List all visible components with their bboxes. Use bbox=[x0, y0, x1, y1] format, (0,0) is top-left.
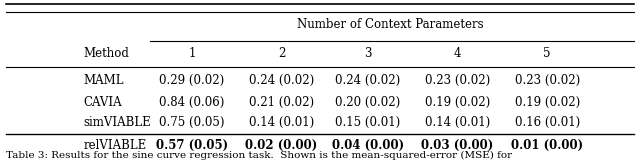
Text: 0.03 (0.00): 0.03 (0.00) bbox=[422, 139, 493, 152]
Text: 4: 4 bbox=[454, 47, 461, 60]
Text: 1: 1 bbox=[188, 47, 196, 60]
Text: CAVIA: CAVIA bbox=[83, 96, 122, 109]
Text: simVIABLE: simVIABLE bbox=[83, 116, 151, 129]
Text: 0.19 (0.02): 0.19 (0.02) bbox=[425, 96, 490, 109]
Text: 0.23 (0.02): 0.23 (0.02) bbox=[515, 74, 580, 87]
Text: 0.16 (0.01): 0.16 (0.01) bbox=[515, 116, 580, 129]
Text: 0.24 (0.02): 0.24 (0.02) bbox=[249, 74, 314, 87]
Text: 0.23 (0.02): 0.23 (0.02) bbox=[425, 74, 490, 87]
Text: 0.29 (0.02): 0.29 (0.02) bbox=[159, 74, 225, 87]
Text: 2: 2 bbox=[278, 47, 285, 60]
Text: 0.57 (0.05): 0.57 (0.05) bbox=[156, 139, 228, 152]
Text: 0.01 (0.00): 0.01 (0.00) bbox=[511, 139, 583, 152]
Text: Number of Context Parameters: Number of Context Parameters bbox=[297, 18, 484, 31]
Text: 0.21 (0.02): 0.21 (0.02) bbox=[249, 96, 314, 109]
Text: 0.19 (0.02): 0.19 (0.02) bbox=[515, 96, 580, 109]
Text: relVIABLE: relVIABLE bbox=[83, 139, 147, 152]
Text: 0.84 (0.06): 0.84 (0.06) bbox=[159, 96, 225, 109]
Text: 0.14 (0.01): 0.14 (0.01) bbox=[249, 116, 314, 129]
Text: 0.20 (0.02): 0.20 (0.02) bbox=[335, 96, 401, 109]
Text: 0.14 (0.01): 0.14 (0.01) bbox=[425, 116, 490, 129]
Text: 0.15 (0.01): 0.15 (0.01) bbox=[335, 116, 401, 129]
Text: 0.02 (0.00): 0.02 (0.00) bbox=[246, 139, 317, 152]
Text: 3: 3 bbox=[364, 47, 372, 60]
Text: Method: Method bbox=[83, 47, 129, 60]
Text: 0.75 (0.05): 0.75 (0.05) bbox=[159, 116, 225, 129]
Text: 5: 5 bbox=[543, 47, 551, 60]
Text: 0.24 (0.02): 0.24 (0.02) bbox=[335, 74, 401, 87]
Text: MAML: MAML bbox=[83, 74, 124, 87]
Text: Table 3: Results for the sine curve regression task.  Shown is the mean-squared-: Table 3: Results for the sine curve regr… bbox=[6, 151, 513, 160]
Text: 0.04 (0.00): 0.04 (0.00) bbox=[332, 139, 404, 152]
